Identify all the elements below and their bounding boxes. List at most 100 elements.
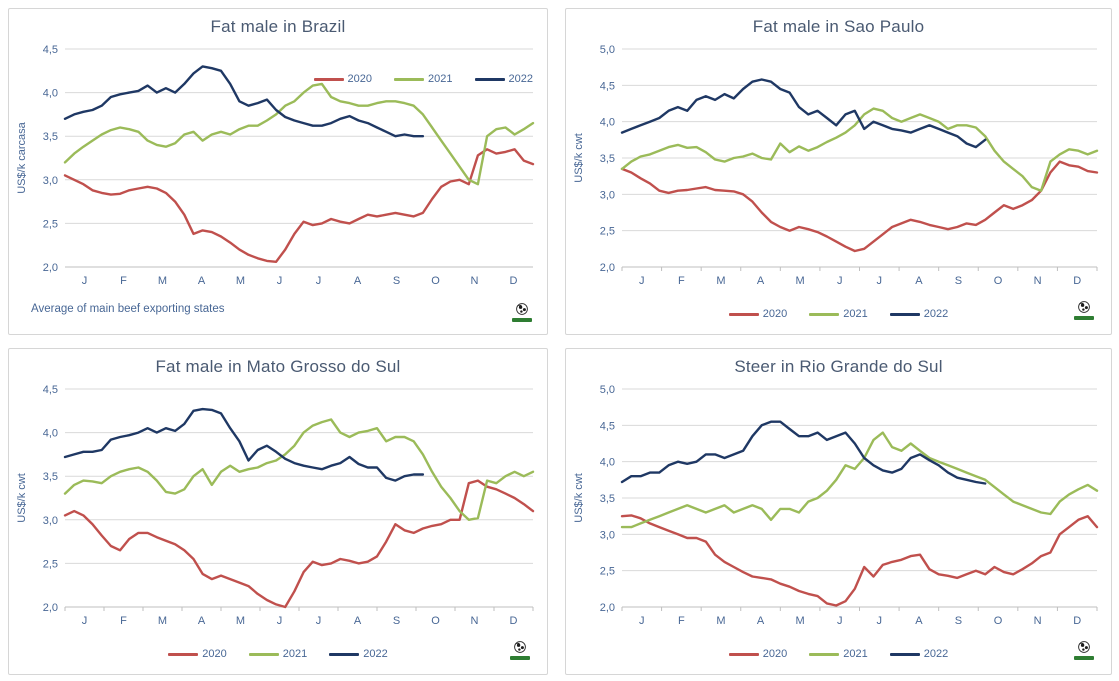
x-tick-label: D [510, 275, 518, 287]
chart-title: Fat male in Sao Paulo [752, 17, 925, 36]
legend-label: 2021 [428, 73, 453, 85]
line-chart-rio-grande: 2,0 2,5 3,0 3,5 4,0 4,5 5,0 J F M A M J J A S O N D US$/k c… [573, 384, 1099, 627]
chart-area-rio-grande: 2,0 2,5 3,0 3,5 4,0 4,5 5,0 J F M A M J J A S O N D US$/k c… [570, 381, 1105, 631]
x-tick-label: J [877, 275, 883, 287]
legend-swatch-2021 [248, 652, 279, 656]
x-tick-label: J [877, 615, 883, 627]
x-tick-label: D [1073, 275, 1081, 287]
x-tick-label: J [316, 615, 322, 627]
globe-logo-icon [1073, 641, 1095, 660]
line-chart-mato-grosso: 2,0 2,5 3,0 3,5 4,0 4,5 J F M A M J J A S O N D US$/k cwt [16, 384, 535, 627]
globe-logo-icon [511, 303, 533, 322]
legend-item-2022: 2022 [889, 308, 948, 320]
y-tick-label: 3,0 [43, 515, 58, 527]
panel-steer-rio-grande: Steer in Rio Grande do Sul 2,0 2,5 3,0 3,5 4… [565, 348, 1112, 675]
series-line-2021 [63, 418, 535, 522]
legend-swatch-2020 [313, 77, 344, 81]
legend-swatch-2021 [809, 312, 840, 316]
y-tick-label: 3,5 [43, 471, 58, 483]
x-tick-label: M [236, 615, 245, 627]
y-tick-label: 4,0 [600, 457, 615, 469]
x-tick-label: O [431, 275, 440, 287]
legend-item-2020: 2020 [313, 73, 373, 85]
line-chart-sao-paulo: 2,0 2,5 3,0 3,5 4,0 4,5 5,0 J F M A M J J A S O N D US$/k c… [573, 44, 1099, 287]
y-tick-label: 2,0 [600, 602, 615, 614]
logo-banner [510, 656, 530, 660]
legend: 2020 2021 2022 [728, 648, 949, 660]
y-axis-title: US$/k cwt [16, 473, 28, 523]
y-tick-label: 2,5 [600, 226, 615, 238]
legend-label: 2022 [923, 648, 949, 660]
chart-area-sao-paulo: 2,0 2,5 3,0 3,5 4,0 4,5 5,0 J F M A M J J A S O N D US$/k c… [570, 41, 1105, 291]
y-tick-label: 2,5 [600, 566, 615, 578]
x-tick-label: J [639, 275, 645, 287]
legend-swatch-2021 [809, 652, 840, 656]
y-tick-label: 4,0 [600, 117, 615, 129]
x-tick-label: N [471, 275, 479, 287]
legend-row: 2020 2021 2022 [566, 639, 1111, 669]
series-line-2020 [63, 148, 535, 264]
x-tick-label: M [236, 275, 245, 287]
chart-area-mato-grosso: 2,0 2,5 3,0 3,5 4,0 4,5 J F M A M J J A S O N D US$/k cwt [13, 381, 541, 631]
series-line-2020 [620, 160, 1099, 253]
logo-banner [1074, 316, 1094, 320]
y-tick-label: 4,0 [43, 428, 58, 440]
x-tick-label: D [1073, 615, 1081, 627]
series-line-2022 [63, 65, 425, 138]
legend-item-2021: 2021 [394, 73, 453, 85]
y-tick-label: 2,0 [600, 262, 615, 274]
legend-swatch-2022 [889, 652, 920, 656]
x-tick-label: J [277, 615, 283, 627]
globe-logo-icon [509, 641, 531, 660]
x-tick-label: S [955, 615, 962, 627]
footnote-row: Average of main beef exporting states [9, 303, 547, 333]
x-tick-label: M [796, 615, 805, 627]
x-tick-label: J [277, 275, 283, 287]
line-chart-brazil: 2,0 2,5 3,0 3,5 4,0 4,5 J F M A M J J A S O N D US$/k carc… [16, 44, 535, 287]
series-line-2020 [63, 479, 535, 609]
x-tick-label: A [198, 615, 206, 627]
x-tick-label: M [796, 275, 805, 287]
legend-label: 2020 [347, 73, 373, 85]
legend-swatch-2022 [889, 312, 920, 316]
y-tick-label: 4,5 [600, 420, 615, 432]
y-tick-label: 3,0 [600, 189, 615, 201]
legend: 2020 2021 2022 [313, 73, 533, 85]
legend-swatch-2020 [728, 652, 759, 656]
x-tick-label: J [837, 275, 843, 287]
y-tick-label: 3,5 [43, 131, 58, 143]
x-tick-label: A [757, 275, 765, 287]
x-tick-label: J [837, 615, 843, 627]
x-tick-label: A [757, 615, 765, 627]
legend-item-2022: 2022 [329, 648, 388, 660]
x-tick-label: A [354, 275, 362, 287]
x-tick-label: J [316, 275, 322, 287]
y-tick-label: 2,5 [43, 558, 58, 570]
x-tick-label: F [678, 275, 685, 287]
x-tick-label: A [915, 275, 923, 287]
x-tick-label: A [354, 615, 362, 627]
y-tick-label: 4,0 [43, 88, 58, 100]
series-line-2021 [620, 431, 1099, 529]
legend-swatch-2021 [394, 77, 425, 81]
legend-label: 2022 [363, 648, 388, 660]
legend-label: 2022 [508, 73, 533, 85]
legend-swatch-2022 [474, 77, 505, 81]
legend-label: 2021 [843, 308, 868, 320]
x-tick-label: N [1034, 615, 1042, 627]
x-tick-label: F [120, 615, 127, 627]
y-tick-label: 4,5 [43, 384, 58, 396]
legend-item-2022: 2022 [889, 648, 949, 660]
legend-item-2021: 2021 [809, 648, 868, 660]
x-tick-label: A [198, 275, 206, 287]
y-tick-label: 2,0 [43, 602, 58, 614]
x-tick-label: M [158, 275, 167, 287]
x-tick-label: J [82, 615, 88, 627]
series-line-2022 [63, 407, 425, 482]
series-line-2022 [620, 420, 987, 485]
panel-fat-male-mato-grosso: Fat male in Mato Grosso do Sul 2,0 2,5 3,0… [8, 348, 548, 675]
chart-area-brazil: 2,0 2,5 3,0 3,5 4,0 4,5 J F M A M J J A S O N D US$/k carc… [13, 41, 541, 291]
x-tick-label: O [994, 275, 1003, 287]
legend-swatch-2020 [168, 652, 199, 656]
